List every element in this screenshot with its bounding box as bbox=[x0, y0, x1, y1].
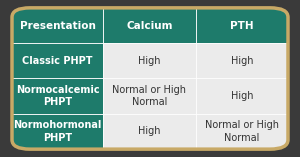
Bar bbox=[103, 114, 196, 149]
Bar bbox=[103, 43, 196, 78]
Text: High: High bbox=[230, 56, 253, 66]
Text: Normal or High
Normal: Normal or High Normal bbox=[112, 85, 186, 107]
Text: High: High bbox=[138, 56, 160, 66]
Bar bbox=[12, 8, 103, 43]
Bar bbox=[12, 114, 103, 149]
Bar bbox=[196, 8, 288, 43]
Text: Classic PHPT: Classic PHPT bbox=[22, 56, 93, 66]
Text: Presentation: Presentation bbox=[20, 21, 95, 30]
Bar bbox=[12, 78, 103, 114]
Bar bbox=[196, 43, 288, 78]
Text: Normal or High
Normal: Normal or High Normal bbox=[205, 120, 279, 143]
Bar bbox=[103, 8, 196, 43]
Text: Calcium: Calcium bbox=[126, 21, 172, 30]
Bar bbox=[196, 114, 288, 149]
Text: Normocalcemic
PHPT: Normocalcemic PHPT bbox=[16, 85, 99, 107]
Text: PTH: PTH bbox=[230, 21, 253, 30]
FancyBboxPatch shape bbox=[12, 8, 288, 149]
Text: High: High bbox=[138, 127, 160, 136]
Bar bbox=[196, 78, 288, 114]
Text: High: High bbox=[230, 91, 253, 101]
Text: Normohormonal
PHPT: Normohormonal PHPT bbox=[14, 120, 102, 143]
Bar bbox=[12, 43, 103, 78]
Bar bbox=[103, 78, 196, 114]
